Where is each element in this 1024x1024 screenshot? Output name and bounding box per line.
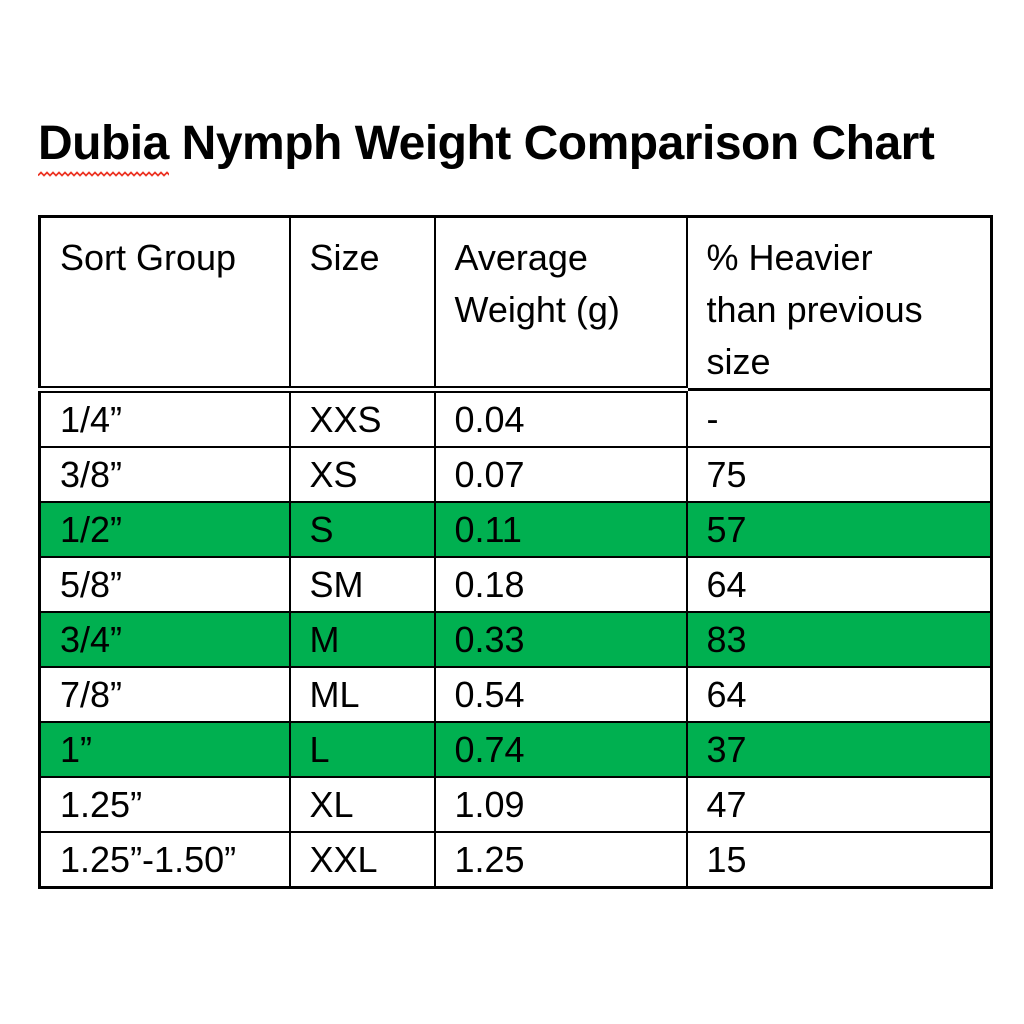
cell-pct-heavier: 75 <box>685 446 993 503</box>
cell-avg-weight: 0.74 <box>433 721 688 778</box>
cell-avg-weight: 0.54 <box>433 666 688 723</box>
column-header-size: Size <box>288 215 436 393</box>
cell-pct-heavier: 15 <box>685 831 993 889</box>
column-header-pct-heavier: % Heavier than previous size <box>685 215 993 391</box>
cell-size: S <box>288 501 436 558</box>
cell-pct-heavier: 47 <box>685 776 993 833</box>
column-header-average-weight: Average Weight (g) <box>433 215 688 393</box>
cell-sort-group: 1/2” <box>38 501 291 558</box>
table-body: 1/4” XXS 0.04 - 3/8” XS 0.07 75 1/2” S 0… <box>38 388 993 889</box>
cell-avg-weight: 0.11 <box>433 501 688 558</box>
cell-avg-weight: 1.09 <box>433 776 688 833</box>
cell-sort-group: 1/4” <box>38 388 291 448</box>
weight-comparison-table: Sort Group Size Average Weight (g) % Hea… <box>38 215 993 889</box>
cell-sort-group: 1” <box>38 721 291 778</box>
cell-avg-weight: 0.07 <box>433 446 688 503</box>
cell-avg-weight: 0.33 <box>433 611 688 668</box>
page-title: Dubia Nymph Weight Comparison Chart <box>38 116 935 177</box>
cell-sort-group: 1.25” <box>38 776 291 833</box>
column-header-sort-group: Sort Group <box>38 215 291 393</box>
spellcheck-squiggle-icon <box>38 171 169 177</box>
table-row: 7/8” ML 0.54 64 <box>38 666 993 723</box>
cell-sort-group: 1.25”-1.50” <box>38 831 291 889</box>
table-row: 1.25”-1.50” XXL 1.25 15 <box>38 831 993 889</box>
table-row: 5/8” SM 0.18 64 <box>38 556 993 613</box>
cell-avg-weight: 1.25 <box>433 831 688 889</box>
cell-size: L <box>288 721 436 778</box>
cell-size: XS <box>288 446 436 503</box>
title-rest: Nymph Weight Comparison Chart <box>168 117 935 170</box>
cell-sort-group: 3/8” <box>38 446 291 503</box>
table-row: 3/8” XS 0.07 75 <box>38 446 993 503</box>
cell-pct-heavier: 83 <box>685 611 993 668</box>
cell-sort-group: 7/8” <box>38 666 291 723</box>
cell-avg-weight: 0.18 <box>433 556 688 613</box>
cell-pct-heavier: 37 <box>685 721 993 778</box>
cell-sort-group: 3/4” <box>38 611 291 668</box>
cell-size: ML <box>288 666 436 723</box>
cell-avg-weight: 0.04 <box>433 388 688 448</box>
cell-pct-heavier: 64 <box>685 556 993 613</box>
cell-size: M <box>288 611 436 668</box>
cell-size: SM <box>288 556 436 613</box>
table-row: 1/4” XXS 0.04 - <box>38 388 993 448</box>
title-word-dubia: Dubia <box>38 117 169 170</box>
table-row: 1” L 0.74 37 <box>38 721 993 778</box>
misspelled-word: Dubia <box>38 116 169 177</box>
table-row: 1.25” XL 1.09 47 <box>38 776 993 833</box>
header-row: Sort Group Size Average Weight (g) % Hea… <box>38 215 993 393</box>
cell-pct-heavier: 64 <box>685 666 993 723</box>
cell-size: XXS <box>288 388 436 448</box>
table-row: 3/4” M 0.33 83 <box>38 611 993 668</box>
cell-sort-group: 5/8” <box>38 556 291 613</box>
cell-size: XXL <box>288 831 436 889</box>
cell-pct-heavier: - <box>685 388 993 448</box>
cell-pct-heavier: 57 <box>685 501 993 558</box>
cell-size: XL <box>288 776 436 833</box>
table-row: 1/2” S 0.11 57 <box>38 501 993 558</box>
